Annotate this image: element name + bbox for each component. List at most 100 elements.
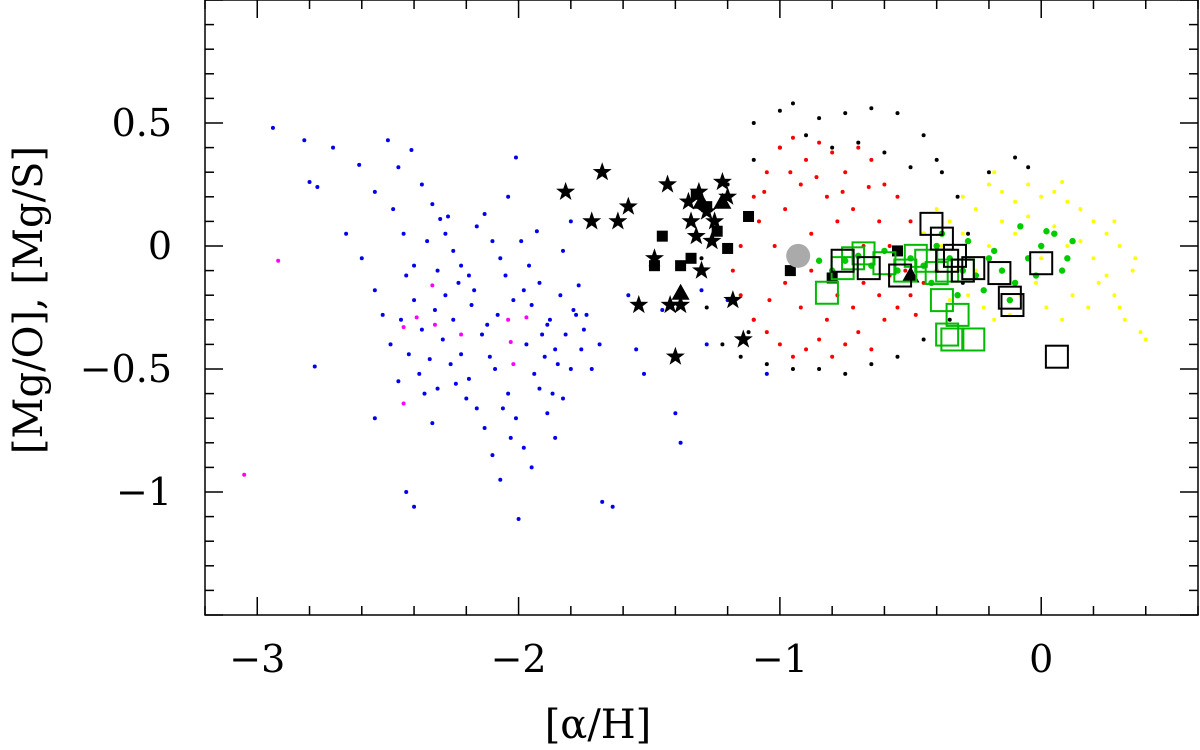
- data-point: [851, 241, 876, 266]
- data-point: [427, 357, 432, 362]
- data-point: [738, 293, 743, 298]
- data-point: [756, 219, 761, 224]
- data-point: [961, 256, 986, 281]
- data-point: [921, 133, 926, 138]
- data-point: [553, 347, 558, 352]
- data-point: [1104, 273, 1109, 278]
- data-point: [534, 229, 539, 234]
- data-point: [671, 295, 691, 314]
- data-point: [412, 263, 417, 268]
- data-point: [508, 339, 513, 344]
- data-point: [692, 192, 711, 209]
- data-point: [571, 307, 576, 312]
- data-point: [704, 342, 709, 347]
- data-point: [913, 312, 918, 317]
- data-point: [940, 327, 965, 352]
- data-point: [406, 352, 411, 357]
- data-point: [629, 295, 649, 314]
- data-point: [964, 237, 972, 245]
- data-point: [1026, 182, 1031, 187]
- data-point: [895, 305, 900, 310]
- data-point: [665, 346, 685, 365]
- data-point: [1013, 231, 1018, 236]
- data-point: [751, 194, 756, 199]
- data-point: [790, 101, 795, 106]
- data-point: [955, 194, 960, 199]
- data-point: [344, 231, 349, 236]
- data-point: [1133, 256, 1138, 261]
- data-point: [947, 298, 952, 303]
- data-point: [843, 342, 848, 347]
- data-point: [1069, 237, 1076, 245]
- data-point: [1117, 244, 1122, 248]
- data-point: [973, 268, 978, 273]
- data-point: [713, 192, 732, 209]
- data-point: [817, 140, 822, 145]
- data-point: [459, 332, 464, 337]
- data-point: [966, 231, 971, 236]
- data-point: [815, 257, 823, 264]
- data-point: [895, 354, 900, 359]
- data-point: [474, 406, 479, 411]
- data-point: [891, 245, 903, 257]
- y-tick-label: 0.5: [112, 101, 172, 145]
- y-tick-label: 0: [148, 224, 172, 268]
- data-point: [692, 260, 711, 279]
- x-tick-label: −2: [491, 637, 547, 681]
- data-point: [658, 174, 677, 193]
- data-point: [1091, 219, 1096, 224]
- data-point: [843, 170, 848, 175]
- data-point: [498, 477, 503, 482]
- data-point: [482, 212, 487, 217]
- data-point: [767, 298, 772, 303]
- data-point: [466, 376, 471, 381]
- data-point: [764, 371, 769, 376]
- data-point: [928, 279, 935, 287]
- data-point: [443, 293, 448, 298]
- data-point: [738, 244, 743, 248]
- data-point: [764, 362, 769, 367]
- data-point: [610, 504, 615, 509]
- data-point: [600, 499, 605, 504]
- data-point: [412, 298, 417, 303]
- data-point: [762, 189, 767, 194]
- data-point: [1006, 296, 1014, 304]
- data-point: [506, 317, 511, 322]
- data-point: [529, 303, 534, 308]
- x-tick-label: −3: [229, 637, 285, 681]
- data-point: [419, 182, 424, 187]
- data-point: [487, 354, 492, 359]
- data-point: [302, 138, 307, 143]
- data-point: [814, 280, 839, 305]
- data-point: [524, 315, 529, 320]
- data-point: [508, 435, 513, 440]
- data-point: [856, 145, 861, 150]
- data-point: [733, 329, 753, 348]
- data-point: [1026, 214, 1031, 219]
- data-point: [524, 342, 529, 347]
- data-point: [986, 170, 991, 175]
- data-point: [479, 332, 484, 337]
- data-point: [882, 317, 887, 322]
- data-point: [686, 226, 706, 245]
- data-point: [817, 337, 822, 342]
- data-point: [472, 288, 477, 293]
- y-tick-labels: 0.5 0 −0.5 −1: [80, 101, 172, 514]
- data-point: [430, 421, 435, 426]
- data-point: [1096, 280, 1101, 285]
- data-point: [315, 184, 320, 189]
- data-point: [1039, 194, 1044, 199]
- data-point: [699, 256, 704, 261]
- data-point: [1044, 344, 1069, 369]
- data-point: [432, 322, 437, 327]
- data-point: [814, 175, 819, 180]
- data-point: [960, 231, 965, 236]
- data-point: [895, 111, 900, 116]
- data-point: [784, 265, 796, 277]
- data-point: [542, 354, 547, 359]
- data-point: [772, 244, 777, 248]
- data-point: [942, 243, 967, 268]
- data-point: [307, 180, 312, 185]
- data-point: [877, 293, 882, 298]
